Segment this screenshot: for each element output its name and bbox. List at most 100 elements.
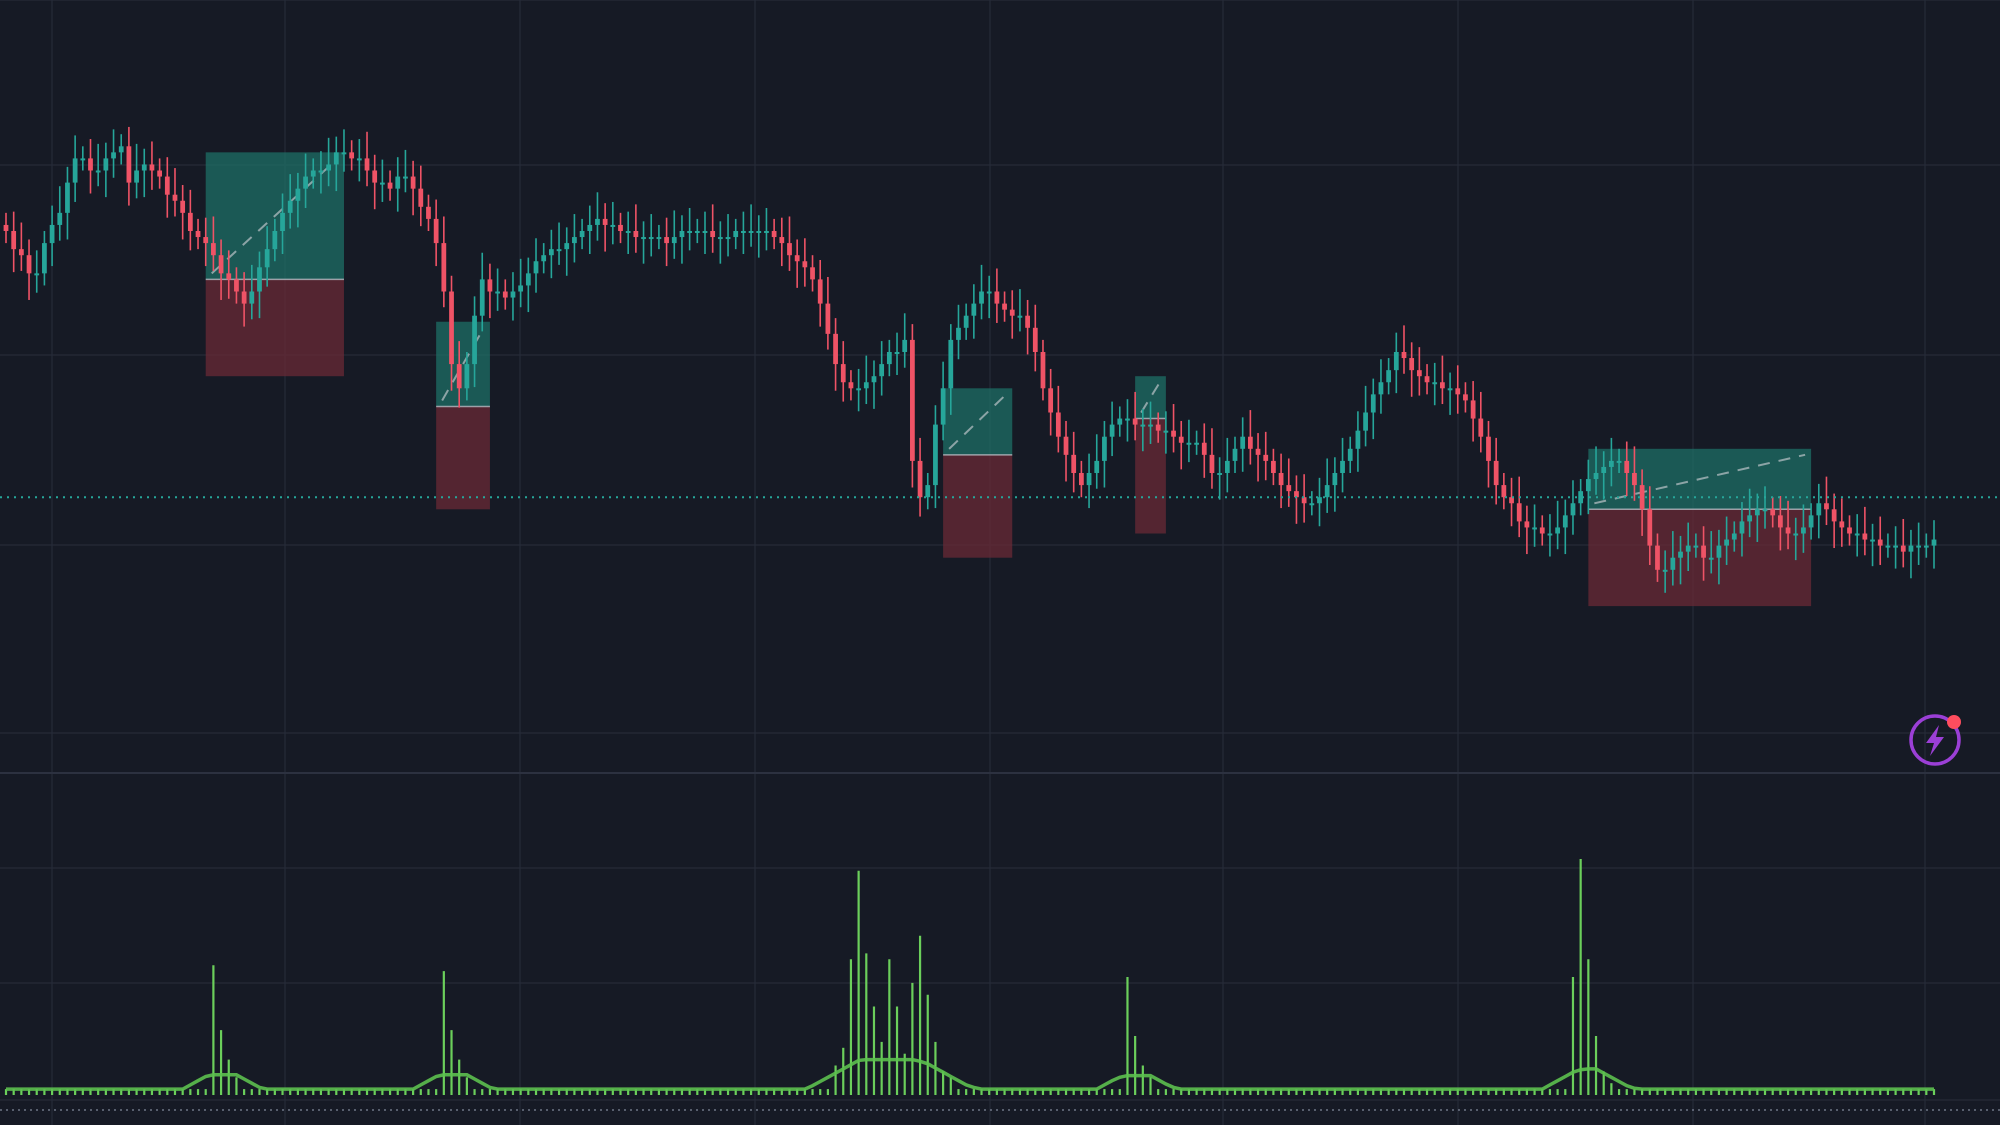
candle-body: [671, 237, 677, 244]
candle-body: [111, 152, 116, 159]
candle-body: [1486, 436, 1491, 461]
candle-body: [971, 303, 977, 316]
candle-body: [1578, 491, 1584, 504]
candle-body: [426, 206, 431, 219]
candle-body: [1762, 509, 1768, 512]
candle-body: [1324, 485, 1330, 498]
trade-path-3: [1140, 381, 1161, 414]
candle-body: [902, 339, 908, 352]
candle-body: [810, 267, 815, 280]
candle-body: [149, 164, 155, 171]
candle-body: [1908, 545, 1914, 552]
candle-body: [1347, 448, 1353, 461]
candle-body: [172, 194, 178, 201]
candle-body: [1393, 352, 1399, 371]
candlestick-series: [3, 126, 1937, 593]
candle-body: [863, 382, 869, 389]
candle-body: [817, 279, 823, 304]
candle-body: [510, 291, 516, 298]
candle-body: [280, 212, 285, 231]
candle-body: [648, 237, 654, 240]
candle-body: [1355, 430, 1361, 449]
bolt-glyph: [1926, 725, 1944, 756]
candle-body: [72, 158, 78, 183]
candle-body: [1516, 503, 1522, 522]
candle-body: [1102, 436, 1107, 461]
candle-body: [794, 255, 800, 262]
candle-body: [1532, 527, 1537, 530]
trade-path-1: [441, 327, 485, 401]
candle-body: [1378, 382, 1384, 395]
candle-body: [748, 231, 754, 233]
candle-body: [595, 218, 600, 225]
candle-body: [1593, 473, 1599, 480]
candle-body: [1447, 388, 1453, 391]
candle-body: [1063, 436, 1069, 455]
candle-body: [211, 243, 216, 256]
candle-body: [1416, 370, 1422, 377]
candle-body: [1048, 388, 1054, 413]
candle-body: [602, 218, 608, 225]
candle-body: [1094, 460, 1100, 473]
candle-body: [1424, 376, 1430, 383]
candle-body: [618, 224, 623, 231]
candle-body: [410, 176, 416, 189]
candle-body: [1086, 473, 1092, 486]
candle-body: [733, 231, 739, 238]
candle-body: [380, 182, 385, 185]
candle-body: [886, 352, 892, 365]
candle-body: [1401, 352, 1407, 359]
candle-body: [195, 231, 201, 238]
candle-body: [664, 237, 669, 244]
candle-body: [341, 152, 347, 155]
loss-zone-0: [205, 279, 344, 377]
candle-body: [1708, 557, 1714, 560]
candle-body: [1632, 473, 1637, 486]
candle-body: [894, 352, 900, 354]
candle-body: [1255, 448, 1261, 455]
candle-body: [80, 158, 86, 161]
candle-body: [1055, 412, 1061, 437]
candle-body: [1816, 503, 1822, 516]
candle-body: [1186, 442, 1192, 445]
candle-body: [1209, 454, 1215, 473]
candle-body: [518, 285, 524, 292]
candle-body: [449, 291, 454, 365]
candle-body: [1616, 460, 1622, 463]
alert-trigger-button[interactable]: [1909, 714, 1961, 766]
candle-body: [1739, 521, 1745, 534]
candle-body: [187, 212, 193, 231]
candle-body: [333, 152, 339, 165]
candle-body: [1117, 418, 1123, 425]
candle-body: [1017, 315, 1023, 318]
candle-body: [1754, 509, 1760, 516]
candle-body: [318, 170, 324, 173]
candle-body: [1217, 473, 1223, 475]
candle-body: [1232, 448, 1238, 461]
candle-body: [134, 170, 139, 183]
candle-body: [1025, 315, 1030, 328]
candle-body: [1032, 327, 1038, 352]
candle-body: [1155, 424, 1161, 431]
candle-body: [1363, 412, 1368, 431]
candle-body: [1271, 460, 1276, 473]
candle-body: [986, 291, 992, 294]
candle-body: [34, 273, 40, 276]
candle-body: [525, 273, 531, 286]
candle-body: [1770, 509, 1776, 516]
candle-body: [1463, 394, 1468, 401]
candle-body: [272, 231, 278, 250]
lightning-bolt-icon[interactable]: [1909, 714, 1961, 766]
candle-body: [241, 291, 247, 304]
candle-body: [1639, 485, 1645, 510]
candle-body: [572, 237, 577, 244]
candle-body: [1716, 545, 1722, 558]
candle-body: [1747, 515, 1753, 522]
candle-body: [226, 273, 232, 280]
candle-body: [910, 339, 915, 461]
loss-zone-1: [436, 406, 490, 510]
candle-body: [264, 249, 270, 268]
candle-body: [1470, 400, 1476, 419]
candle-body: [295, 188, 301, 201]
